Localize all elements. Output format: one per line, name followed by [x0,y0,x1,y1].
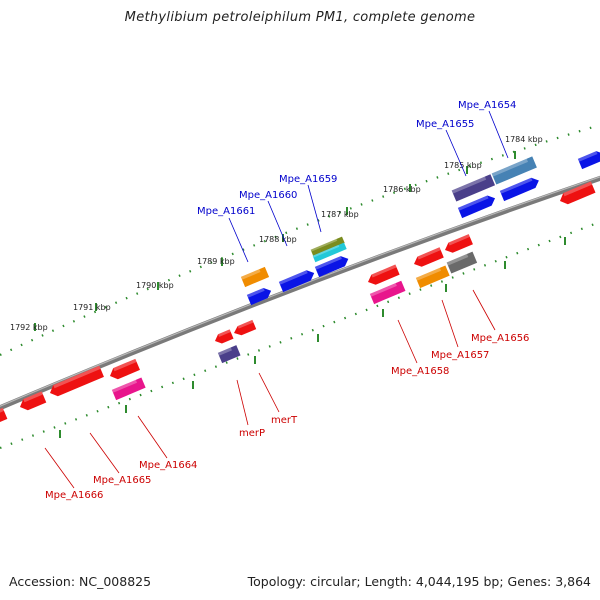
gene-feature[interactable] [451,174,496,202]
gene-label[interactable]: merP [239,428,265,439]
gene-feature[interactable] [491,156,537,185]
gene-feature[interactable] [499,175,541,202]
gene-label[interactable]: Mpe_A1658 [391,366,449,377]
forward-tick-line [0,123,600,356]
gene-feature[interactable] [310,236,345,257]
gene-labels: Mpe_A1654 Mpe_A1655 Mpe_A1659 Mpe_A1660 … [45,100,529,501]
gene-feature[interactable] [415,265,450,289]
gene-label[interactable]: Mpe_A1657 [431,350,489,361]
gene-feature[interactable] [0,407,8,424]
scale-tick-label: 1787 kbp [321,210,359,219]
scale-tick-label: 1785 kbp [444,161,482,170]
accession-text: Accession: NC_008825 [9,574,152,589]
scale-tick-label: 1788 kbp [259,235,297,244]
scale-tick-label: 1786 kbp [383,185,421,194]
gene-features [0,149,600,424]
scale-tick-label: 1789 kbp [197,257,235,266]
gene-feature[interactable] [443,234,473,255]
gene-feature[interactable] [48,365,104,399]
gene-feature[interactable] [446,251,478,274]
gene-label[interactable]: merT [271,415,298,426]
gene-feature[interactable] [314,254,351,278]
scale-tick-label: 1784 kbp [505,135,543,144]
gene-feature[interactable] [108,358,140,382]
gene-feature[interactable] [412,247,444,269]
major-ticks [34,151,566,438]
gene-feature[interactable] [232,319,257,338]
gene-label[interactable]: Mpe_A1656 [471,333,529,344]
gene-feature[interactable] [240,266,270,288]
genome-backbone-highlight [0,176,600,407]
scale-tick-label: 1792 kbp [10,323,48,332]
map-title: Methylibium petroleiphilum PM1, complete… [124,10,476,25]
gene-feature[interactable] [217,345,241,364]
gene-label[interactable]: Mpe_A1661 [197,206,255,217]
gene-feature[interactable] [246,286,273,306]
gene-label[interactable]: Mpe_A1666 [45,490,103,501]
gene-label[interactable]: Mpe_A1664 [139,460,197,471]
gene-feature[interactable] [18,391,47,412]
gene-label[interactable]: Mpe_A1655 [416,119,474,130]
gene-feature[interactable] [366,264,400,288]
gene-feature[interactable] [312,242,347,263]
gene-feature[interactable] [558,181,596,207]
gene-label[interactable]: Mpe_A1659 [279,174,337,185]
scale-tick-label: 1791 kbp [73,303,111,312]
gene-label[interactable]: Mpe_A1654 [458,100,516,111]
gene-feature[interactable] [457,193,497,219]
topology-summary: Topology: circular; Length: 4,044,195 bp… [247,574,591,589]
gene-feature[interactable] [278,268,316,293]
gene-label[interactable]: Mpe_A1660 [239,190,297,201]
gene-feature[interactable] [111,377,146,401]
gene-feature[interactable] [369,280,406,305]
scale-labels: 1784 kbp 1785 kbp 1786 kbp 1787 kbp 1788 kbp… [10,135,543,332]
label-leaders [44,110,509,489]
gene-feature[interactable] [213,329,234,345]
scale-tick-label: 1790 kbp [136,281,174,290]
gene-label[interactable]: Mpe_A1665 [93,475,151,486]
gene-feature[interactable] [577,149,600,170]
